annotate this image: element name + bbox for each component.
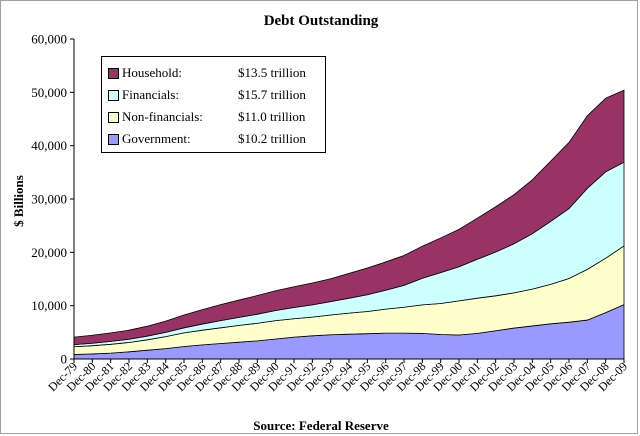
legend-label: Non-financials: <box>122 109 203 124</box>
legend-value: $11.0 trillion <box>238 109 306 124</box>
area-household <box>73 89 625 346</box>
legend-item: Household: $13.5 trillion <box>108 62 325 84</box>
legend-item: Non-financials: $11.0 trillion <box>108 106 325 128</box>
legend-swatch <box>108 133 119 145</box>
legend-value: $10.2 trillion <box>238 131 306 146</box>
legend-item: Financials: $15.7 trillion <box>108 84 325 106</box>
legend-label: Government: <box>122 131 191 146</box>
legend-item: Government: $10.2 trillion <box>108 128 325 150</box>
source-note: Source: Federal Reserve <box>253 418 389 433</box>
legend-label: Household: <box>122 65 182 80</box>
chart-title: Debt Outstanding <box>264 13 379 29</box>
y-tick-label: 0 <box>61 352 68 367</box>
y-axis-label: $ Billions <box>11 175 26 227</box>
legend: Household: $13.5 trillion Financials: $15.7… <box>101 56 326 153</box>
y-tick-label: 50,000 <box>31 85 67 100</box>
y-tick-label: 60,000 <box>31 32 67 47</box>
legend-swatch <box>108 67 119 79</box>
y-tick-label: 30,000 <box>31 192 67 207</box>
y-tick-label: 20,000 <box>31 245 67 260</box>
y-tick-label: 40,000 <box>31 138 67 153</box>
legend-swatch <box>108 89 119 101</box>
y-tick-label: 10,000 <box>31 298 67 313</box>
legend-label: Financials: <box>122 87 180 102</box>
legend-swatch <box>108 111 119 123</box>
legend-value: $13.5 trillion <box>238 65 306 80</box>
legend-value: $15.7 trillion <box>238 87 306 102</box>
